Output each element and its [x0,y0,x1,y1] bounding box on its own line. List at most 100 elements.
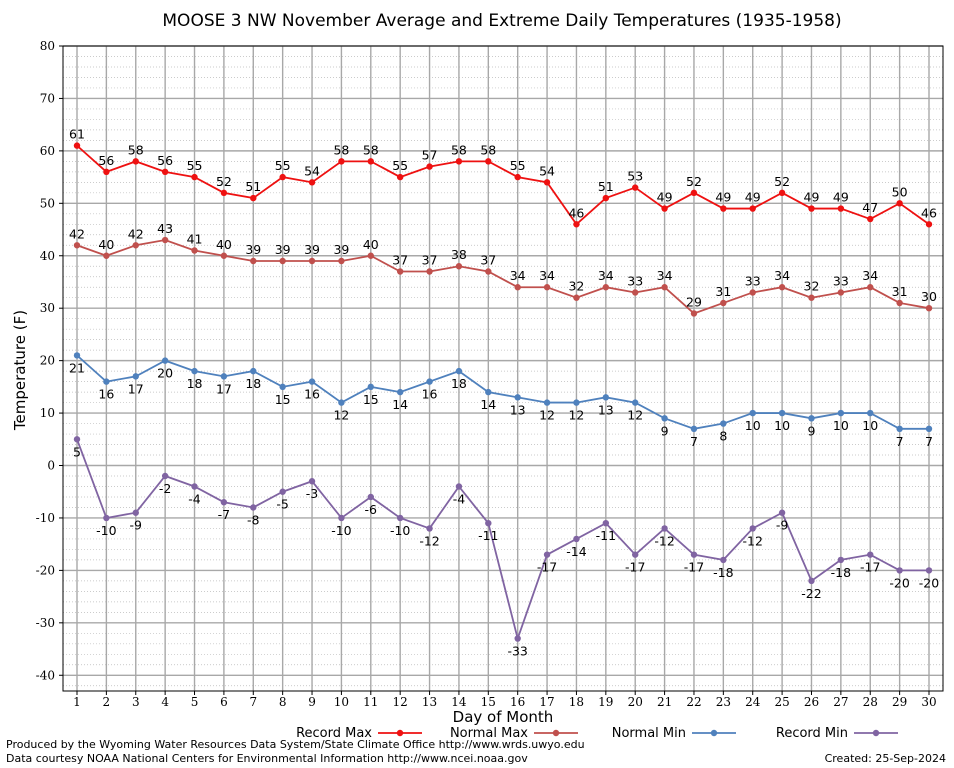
y-tick-label: 20 [40,354,55,368]
x-tick-label: 19 [598,695,613,709]
data-point-record-max [191,173,198,181]
data-label-normal-min: 12 [333,408,349,423]
data-label-record-max: 55 [187,158,203,173]
data-point-record-max [720,205,727,212]
y-tick-label: 40 [40,249,55,263]
x-tick-label: 3 [132,695,140,709]
data-point-record-min [778,509,786,516]
data-label-record-max: 58 [363,142,379,157]
data-point-normal-min [250,367,257,375]
data-label-record-min: -6 [365,502,378,517]
data-point-record-min [367,493,374,501]
data-label-record-min: -9 [776,518,789,533]
data-label-record-min: -4 [188,491,201,506]
data-point-record-max [426,163,433,170]
data-label-normal-max: 33 [627,273,643,288]
data-label-record-max: 55 [510,158,526,173]
data-label-record-max: 58 [451,142,467,157]
x-tick-label: 7 [249,695,257,709]
footer-credit-line1: Produced by the Wyoming Water Resources … [6,738,585,751]
x-tick-label: 11 [363,695,378,709]
legend-label-normal-max: Normal Max [450,726,528,741]
x-tick-label: 13 [422,695,437,709]
series-line-record-max [76,144,930,226]
data-point-normal-min [455,367,463,375]
x-tick-label: 4 [161,695,169,709]
data-point-normal-min [191,367,198,375]
data-point-record-max [543,179,551,186]
legend-label-record-min: Record Min [776,726,848,741]
data-label-record-min: -7 [218,507,230,522]
data-point-record-min [191,483,198,490]
data-point-record-max [485,158,492,165]
data-label-normal-min: 9 [808,423,816,438]
x-tick-label: 6 [220,695,228,709]
data-point-normal-min [632,399,639,406]
data-point-normal-min [778,409,786,417]
series-record-max: 61 56 58 56 55 52 51 55 54 58 58 55 57 58 58 55 54 46 51 53… [69,127,937,228]
data-label-normal-max: 43 [157,221,173,236]
y-tick-label: 10 [40,406,55,420]
data-label-normal-min: 20 [157,366,173,381]
data-label-normal-max: 41 [187,232,203,247]
data-point-record-min [808,577,815,585]
data-point-record-min [837,556,845,564]
data-label-record-max: 58 [480,142,496,157]
data-label-record-min: -10 [96,523,116,538]
data-label-normal-max: 31 [892,284,908,299]
y-tick-label: 70 [40,91,55,105]
x-tick-label: 26 [804,695,819,709]
y-axis-ticks: -40 -30 -20 -10 0 10 20 30 40 50 60 70 80 [36,39,63,682]
data-point-normal-min [132,373,139,380]
data-label-record-max: 53 [627,169,643,184]
data-point-record-min [308,478,316,485]
data-label-record-min: -12 [654,533,674,548]
x-tick-label: 23 [716,695,731,709]
data-point-normal-min [661,415,668,422]
data-point-record-min [279,488,286,495]
data-point-normal-min [896,425,903,433]
data-point-record-max [573,221,580,228]
created-date: Created: 25-Sep-2024 [825,752,946,765]
data-label-normal-min: 18 [245,376,261,391]
data-point-normal-max [220,252,228,259]
data-point-record-max [514,173,521,181]
data-label-normal-max: 39 [304,242,320,257]
data-label-normal-min: 7 [925,434,933,449]
data-point-record-min [632,551,639,558]
data-label-normal-min: 14 [392,397,408,412]
y-tick-label: 80 [40,39,55,53]
data-label-normal-max: 32 [804,279,820,294]
data-label-record-max: 55 [392,158,408,173]
data-point-normal-min [161,357,169,364]
data-label-normal-min: 16 [98,387,114,402]
data-point-normal-min [308,378,316,385]
data-label-normal-min: 10 [745,418,761,433]
data-label-record-min: -12 [419,533,439,548]
data-point-normal-min [573,399,580,406]
series-normal-max: 42 40 42 43 41 40 39 39 39 39 40 37 37 38 37 34 34 32 34 33… [69,221,937,317]
data-point-record-max [661,205,668,212]
data-label-normal-max: 38 [451,247,467,262]
data-point-normal-max [778,284,786,291]
data-label-normal-max: 42 [128,226,144,241]
data-label-record-max: 49 [833,190,849,205]
data-label-normal-max: 37 [392,252,408,267]
data-point-normal-min [514,394,521,401]
x-tick-label: 27 [833,695,848,709]
data-point-normal-max [867,284,874,291]
data-label-normal-max: 34 [862,268,878,283]
data-point-record-max [103,168,110,176]
data-point-normal-max [837,289,845,296]
data-label-normal-min: 21 [69,360,85,375]
data-label-normal-min: 15 [275,392,291,407]
data-label-record-min: -17 [537,560,557,575]
grid [63,45,943,691]
data-point-record-min [161,472,169,480]
data-point-record-min [925,567,933,574]
data-label-record-min: -20 [919,575,939,590]
data-label-record-min: -17 [860,560,880,575]
data-point-normal-min [867,409,874,417]
y-axis-label: Temperature (F) [11,310,29,431]
